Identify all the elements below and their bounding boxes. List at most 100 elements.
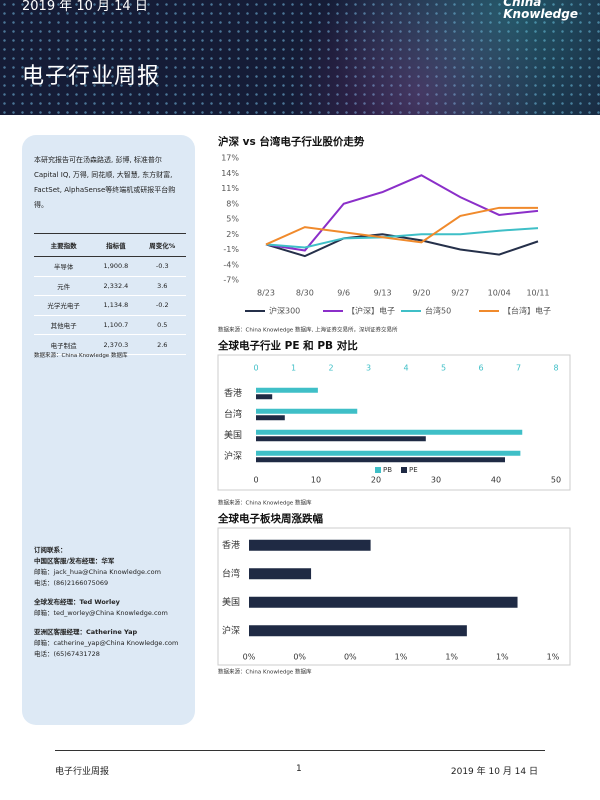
x-tick-label: 40 (491, 476, 501, 485)
legend-label: 台湾50 (425, 306, 451, 316)
x-tick-label: 5 (441, 364, 446, 373)
legend-swatch (375, 467, 381, 473)
category-label: 美国 (224, 429, 242, 441)
table-cell: 半导体 (34, 256, 94, 277)
x-tick-label: 4 (403, 364, 408, 373)
x-tick-label: 1% (547, 653, 560, 662)
x-tick-label: 0 (253, 364, 258, 373)
contacts: 订阅联系： 中国区客服/发布经理：华军邮箱：jack_hua@China Kno… (34, 545, 194, 668)
contact-group: 全球发布经理：Ted Worley 邮箱：ted_worley@China Kno… (34, 597, 194, 619)
y-tick-label: 17% (221, 154, 239, 163)
x-tick-label: 9/27 (451, 289, 469, 298)
x-tick-label: 1% (445, 653, 458, 662)
table-row: 半导体 1,900.8 -0.3 (34, 256, 186, 277)
x-tick-label: 2 (328, 364, 333, 373)
table-source: 数据来源：China Knowledge 数据库 (34, 353, 128, 359)
bar (256, 415, 285, 421)
column-header: 指标值 (93, 233, 139, 257)
category-label: 美国 (222, 596, 240, 608)
index-table: 主要指数 指标值 周变化% 半导体 1,900.8 -0.3 元件 2,332.4 3.6 光学光… (34, 233, 186, 355)
footer-rule (55, 750, 545, 751)
chart-title: 全球电子板块周涨跌幅 (217, 512, 323, 525)
x-tick-label: 1 (291, 364, 296, 373)
table-cell: -0.3 (138, 256, 186, 277)
table-cell: 元件 (34, 276, 94, 297)
table-cell: 2,370.3 (93, 334, 139, 355)
contact-line: 电话：(65)67431728 (34, 650, 100, 658)
table-row: 其他电子 1,100.7 0.5 (34, 315, 186, 336)
chart-source: 数据来源：China Knowledge 数据库 (218, 668, 312, 676)
category-label: 香港 (222, 539, 240, 551)
series-line (265, 227, 539, 249)
category-label: 香港 (224, 387, 242, 399)
series-line (265, 206, 538, 246)
table-cell: 2,332.4 (93, 276, 139, 297)
x-tick-label: 10/04 (488, 289, 511, 298)
page-number: 1 (296, 764, 302, 774)
bar (256, 436, 426, 442)
contact-group: 亚洲区客服经理：Catherine Yap 邮箱：catherine_yap@Ch… (34, 627, 194, 660)
category-label: 台湾 (222, 567, 240, 579)
table-row: 电子制造 2,370.3 2.6 (34, 334, 186, 355)
x-tick-label: 0% (293, 653, 306, 662)
x-tick-label: 10 (311, 476, 321, 485)
contact-line: 邮箱：ted_worley@China Knowledge.com (34, 609, 168, 617)
y-tick-label: 11% (221, 184, 239, 193)
category-label: 台湾 (224, 408, 242, 420)
bar (256, 408, 358, 414)
x-tick-label: 3 (366, 364, 371, 373)
bar (249, 596, 518, 608)
chart-frame (217, 354, 571, 491)
x-tick-label: 8/23 (257, 289, 275, 298)
contact-line: 邮箱：jack_hua@China Knowledge.com (34, 568, 161, 576)
legend-label: 沪深300 (269, 306, 300, 316)
table-header-row: 主要指数 指标值 周变化% (34, 233, 186, 257)
table-cell: 电子制造 (34, 334, 94, 355)
category-label: 沪深 (224, 450, 242, 462)
table-row: 光学光电子 1,134.8 -0.2 (34, 295, 186, 316)
bar (249, 568, 312, 580)
chart-title: 全球电子行业 PE 和 PB 对比 (217, 339, 358, 352)
table-cell: 0.5 (138, 315, 186, 336)
x-tick-label: 20 (371, 476, 381, 485)
y-tick-label: 8% (226, 199, 239, 208)
legend-label: PE (409, 466, 418, 474)
y-tick-label: -7% (223, 276, 239, 285)
x-tick-label: 10/11 (526, 289, 549, 298)
x-tick-label: 9/6 (337, 289, 350, 298)
legend-label: 【台湾】电子 (503, 306, 551, 316)
brand: China Knowledge (503, 0, 578, 20)
x-tick-label: 8/30 (296, 289, 314, 298)
y-tick-label: 5% (226, 215, 239, 224)
bar (256, 387, 318, 393)
x-tick-label: 9/13 (374, 289, 392, 298)
table-cell: 1,134.8 (93, 295, 139, 316)
legend-label: PB (383, 466, 392, 474)
series-line (265, 233, 539, 258)
header: 2019 年 10 月 14 日 China Knowledge 电子行业周报 (0, 0, 600, 115)
sidebar: 本研究报告可在汤森路透, 彭博, 标准普尔 Capital IQ, 万得, 同花… (22, 135, 195, 725)
x-tick-label: 1% (496, 653, 509, 662)
x-tick-label: 0% (243, 653, 256, 662)
contact-line: 中国区客服/发布经理：华军 (34, 557, 115, 565)
x-tick-label: 8 (553, 364, 558, 373)
category-label: 沪深 (222, 624, 240, 636)
column-header: 周变化% (138, 233, 186, 257)
bar (249, 539, 371, 551)
header-date: 2019 年 10 月 14 日 (22, 0, 148, 14)
contact-line: 亚洲区客服经理：Catherine Yap (34, 628, 138, 636)
x-tick-label: 7 (516, 364, 521, 373)
x-tick-label: 30 (431, 476, 441, 485)
contact-line: 全球发布经理：Ted Worley (34, 598, 120, 606)
series-line (265, 174, 539, 252)
table-cell: 1,900.8 (93, 256, 139, 277)
x-tick-label: 9/20 (412, 289, 430, 298)
contact-group: 中国区客服/发布经理：华军邮箱：jack_hua@China Knowledge… (34, 556, 194, 589)
chart-frame (217, 527, 571, 666)
table-cell: 1,100.7 (93, 315, 139, 336)
chart-source: 数据来源：China Knowledge 数据库 (218, 499, 312, 507)
contacts-heading: 订阅联系： (34, 546, 67, 554)
y-tick-label: -1% (223, 245, 239, 254)
bar (256, 429, 523, 435)
